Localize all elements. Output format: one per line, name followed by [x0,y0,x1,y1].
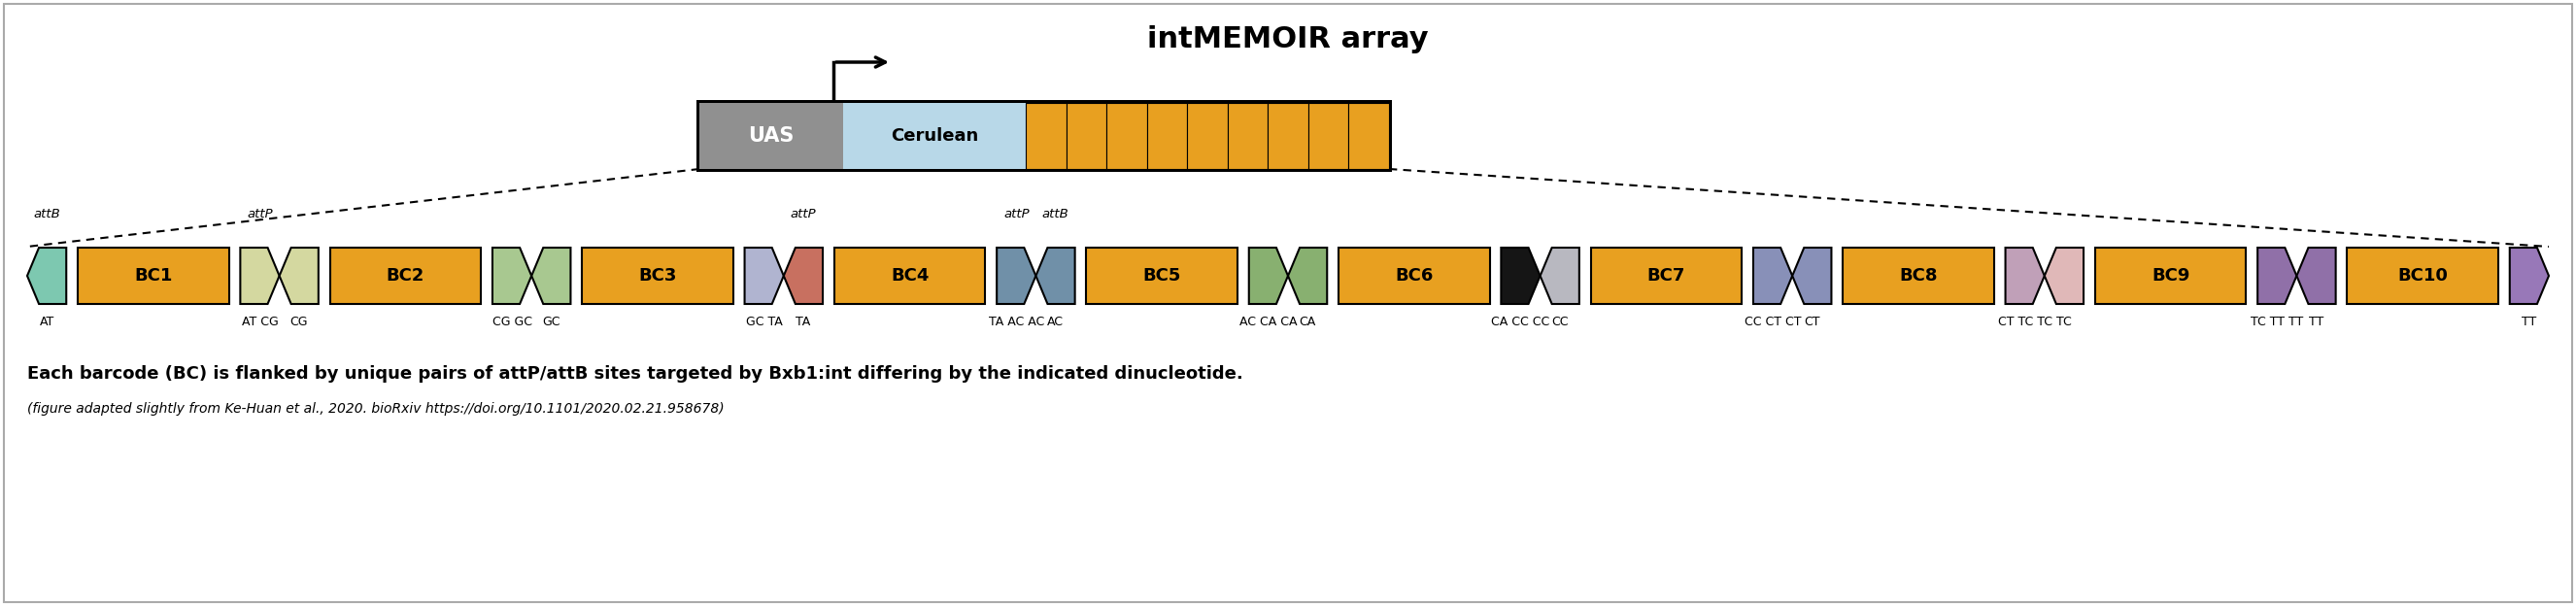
Text: AC: AC [1046,316,1064,328]
Text: GC TA: GC TA [747,316,783,328]
Bar [1188,103,1229,169]
Text: (figure adapted slightly from Ke-Huan et al., 2020. bioRxiv https://doi.org/10.1: (figure adapted slightly from Ke-Huan et… [28,402,724,416]
Text: attP: attP [1005,208,1030,221]
Text: CT TC TC: CT TC TC [1999,316,2053,328]
Text: attP: attP [791,208,817,221]
Bar [1229,103,1267,169]
Text: BC3: BC3 [639,267,677,285]
Text: BC2: BC2 [386,267,425,285]
Bar [77,248,229,304]
Text: TT: TT [2522,316,2537,328]
Text: AT: AT [39,316,54,328]
Bar [1309,103,1350,169]
Bar [1108,103,1146,169]
Bar [1267,103,1309,169]
Text: BC10: BC10 [2398,267,2447,285]
Bar [835,248,987,304]
Text: BC1: BC1 [134,267,173,285]
Bar [842,103,1025,169]
Polygon shape [1793,248,1832,304]
Text: BC7: BC7 [1646,267,1685,285]
Polygon shape [240,248,278,304]
Text: Each barcode (BC) is flanked by unique pairs of attP/attB sites targeted by Bxb1: Each barcode (BC) is flanked by unique p… [28,365,1244,382]
Bar [1842,248,1994,304]
Polygon shape [1754,248,1793,304]
Text: AT CG: AT CG [242,316,278,328]
Polygon shape [2509,248,2548,304]
Text: TC TT TT: TC TT TT [2251,316,2303,328]
Bar [1025,103,1066,169]
Polygon shape [531,248,572,304]
Bar [696,100,1391,172]
Text: GC: GC [541,316,559,328]
Polygon shape [744,248,783,304]
Text: CG GC: CG GC [492,316,531,328]
Polygon shape [1036,248,1074,304]
Bar [330,248,482,304]
Text: TT: TT [2308,316,2324,328]
Polygon shape [28,248,67,304]
Text: attP: attP [247,208,273,221]
Polygon shape [1249,248,1288,304]
Text: UAS: UAS [747,126,793,145]
Text: BC4: BC4 [891,267,930,285]
Bar [1087,248,1236,304]
Polygon shape [2257,248,2298,304]
Text: CC CT CT: CC CT CT [1744,316,1801,328]
Text: intMEMOIR array: intMEMOIR array [1146,25,1430,53]
Text: CG: CG [291,316,309,328]
Polygon shape [997,248,1036,304]
Text: AC CA CA: AC CA CA [1239,316,1298,328]
Polygon shape [1502,248,1540,304]
Polygon shape [278,248,319,304]
Bar [1146,103,1188,169]
Bar [698,103,842,169]
Text: Cerulean: Cerulean [891,127,979,145]
Text: TA: TA [796,316,811,328]
Text: CT: CT [1803,316,1819,328]
Bar [1066,103,1108,169]
Text: CC: CC [1551,316,1569,328]
Text: TA AC AC: TA AC AC [989,316,1043,328]
Text: BC5: BC5 [1144,267,1180,285]
Polygon shape [1540,248,1579,304]
Text: BC6: BC6 [1396,267,1432,285]
Text: BC9: BC9 [2151,267,2190,285]
Bar [582,248,734,304]
Text: CA CC CC: CA CC CC [1492,316,1551,328]
Text: TC: TC [2056,316,2071,328]
Bar [2347,248,2499,304]
Bar [1589,248,1741,304]
Polygon shape [783,248,822,304]
Polygon shape [1288,248,1327,304]
Polygon shape [2298,248,2336,304]
Bar [1350,103,1388,169]
Polygon shape [2045,248,2084,304]
Text: CA: CA [1298,316,1316,328]
Polygon shape [492,248,531,304]
Text: attB: attB [33,208,59,221]
Polygon shape [2004,248,2045,304]
Bar [2094,248,2246,304]
Text: attB: attB [1041,208,1069,221]
Text: BC8: BC8 [1899,267,1937,285]
Bar [1340,248,1489,304]
